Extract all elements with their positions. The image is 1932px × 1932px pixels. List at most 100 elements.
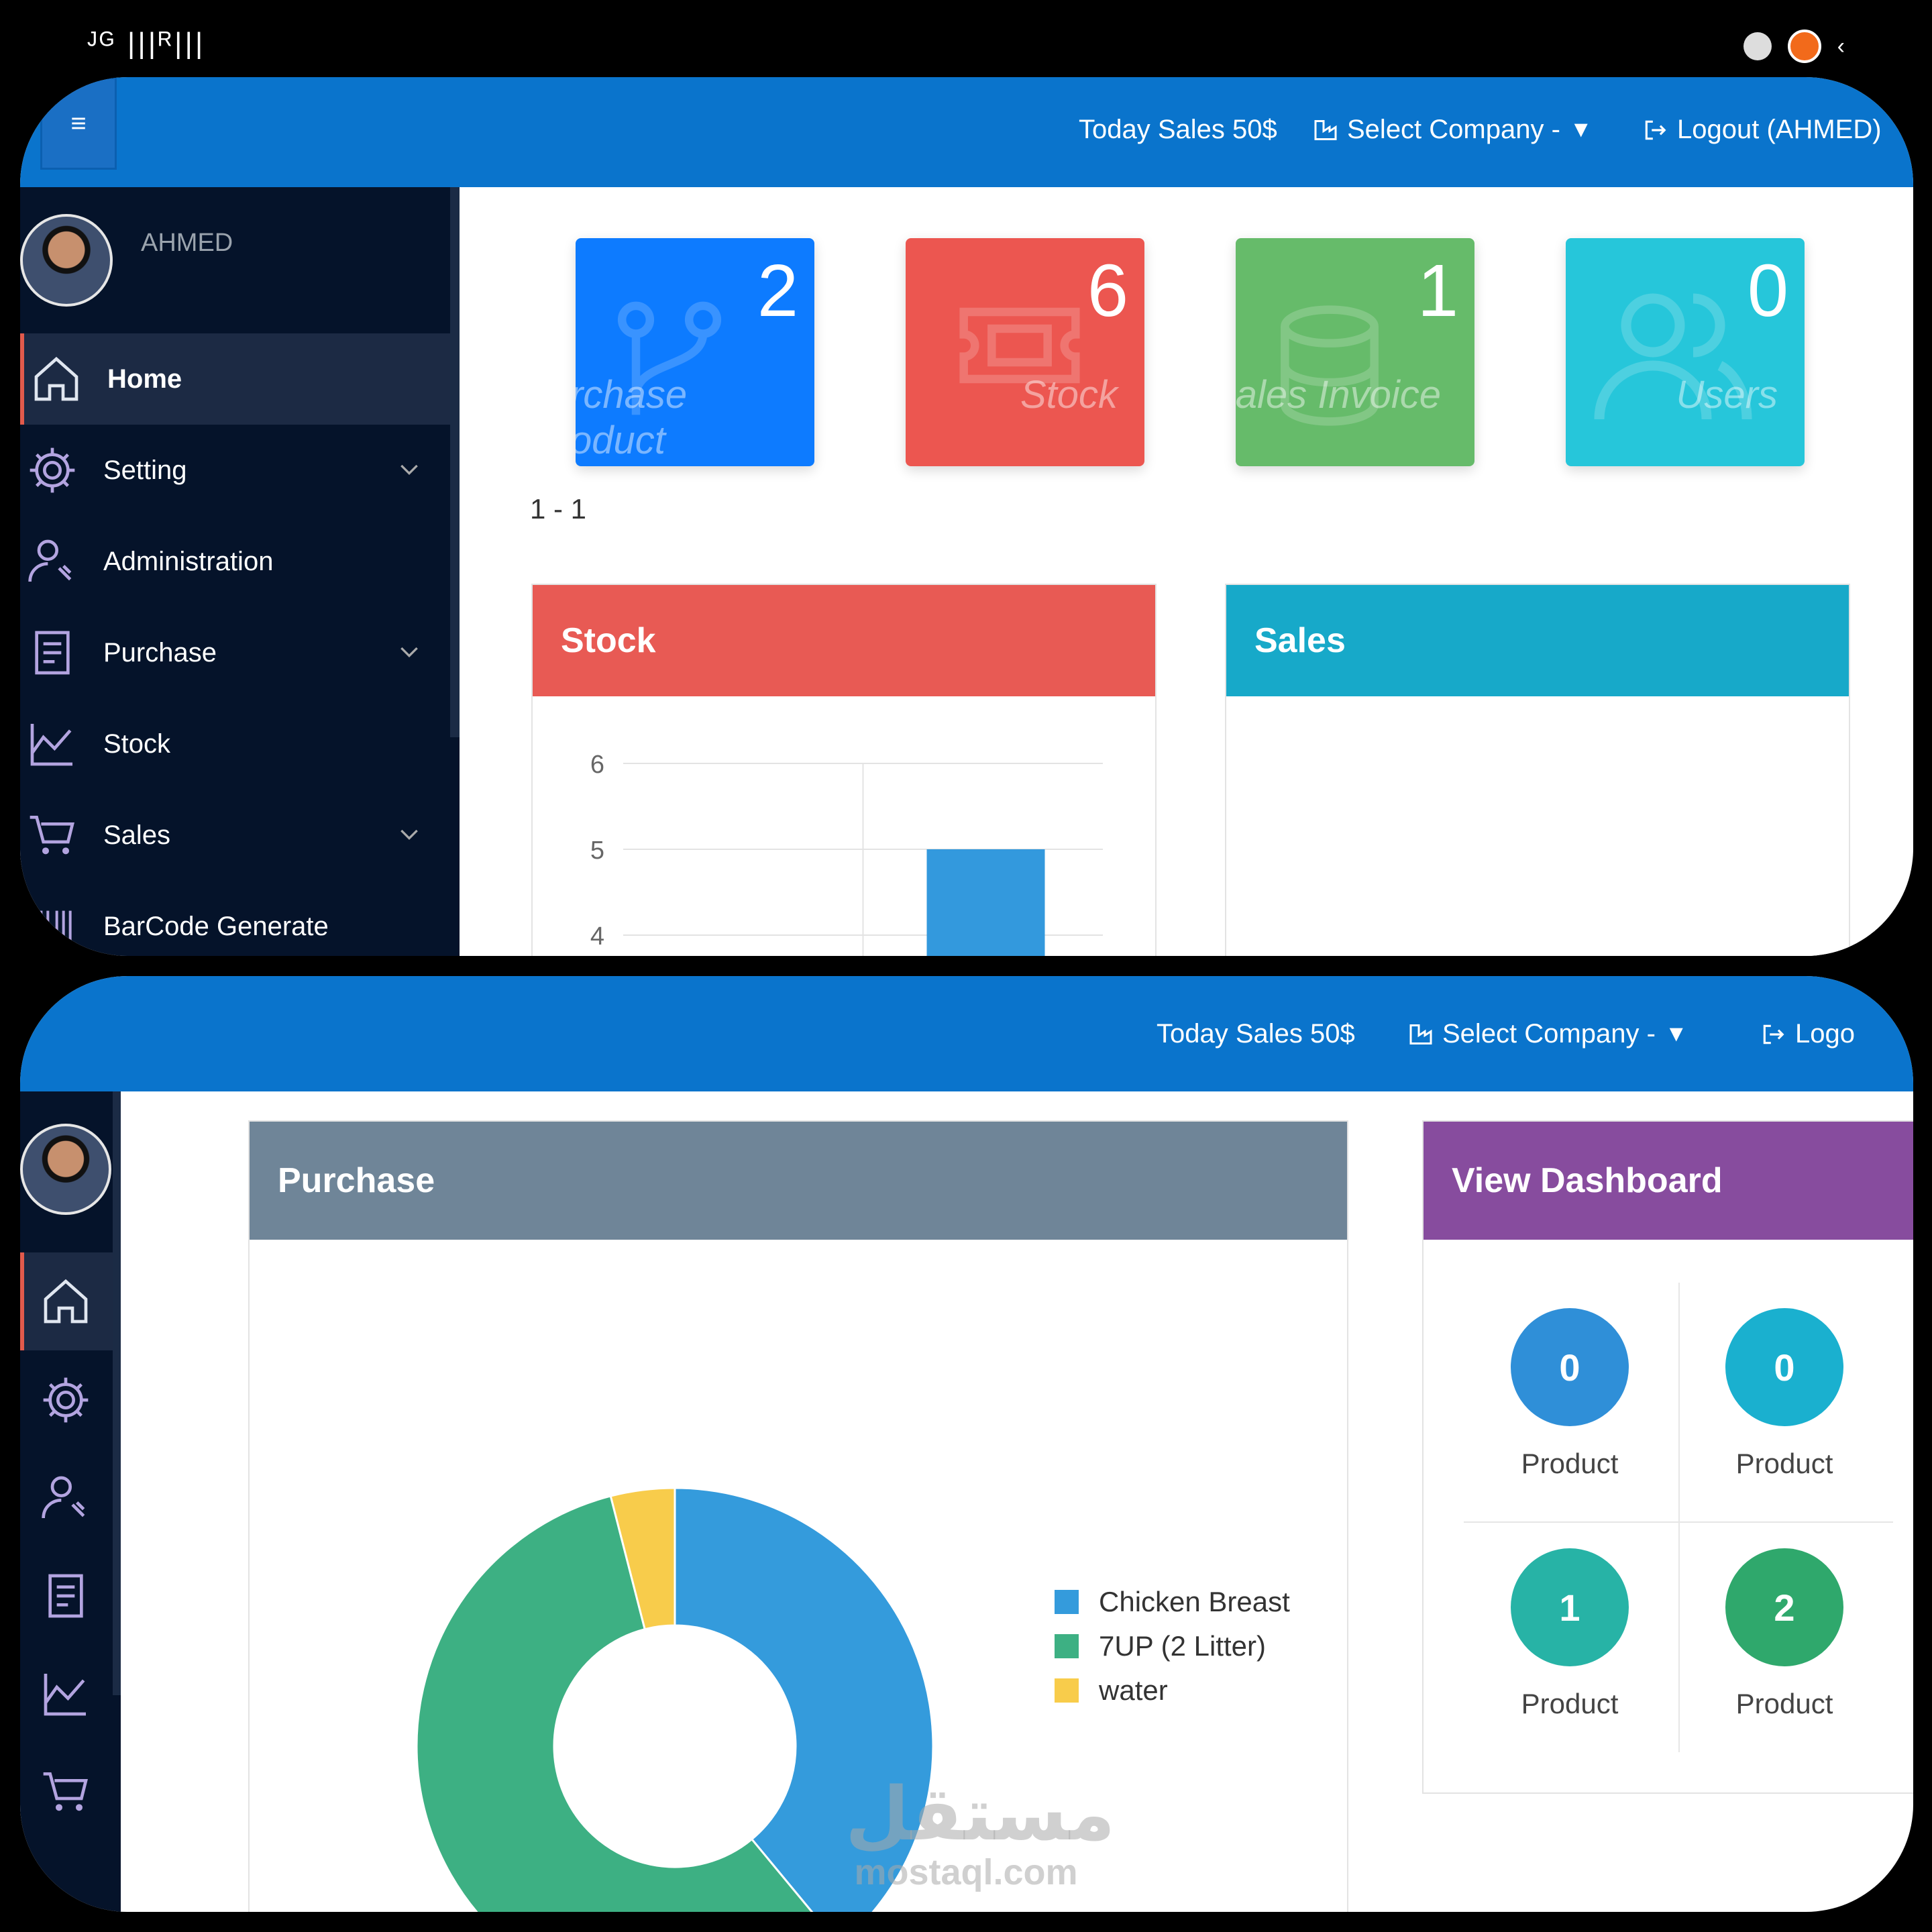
logout-icon [1763,1024,1784,1044]
ticket-icon [959,307,1080,384]
sidebar-item-label: BarCode Generate [103,911,329,941]
sidebar-scrollbar[interactable] [113,1091,121,1695]
view-dashboard-box: View Dashboard 0 Product 0 Product 1 Pro… [1422,1120,1913,1794]
factory-icon [1409,1024,1432,1044]
caret-down-icon: ▼ [1569,117,1593,142]
view-dashboard-header: View Dashboard [1424,1122,1913,1240]
sidebar-item-label: Purchase [103,637,217,667]
product-count-label: Product [1735,1688,1833,1719]
stat-card-value: 6 [1087,250,1128,332]
donut-slice-0[interactable] [674,1487,934,1912]
sidebar-item-sales[interactable]: Sales [20,790,449,881]
cart-icon[interactable] [39,1765,93,1819]
y-tick-label: 4 [590,922,604,951]
logout-label: Logout (AHMED) [1677,115,1882,144]
select-company-dropdown[interactable]: Select Company - ▼ [1409,1019,1688,1049]
dashboard-screenshot-bottom: Today Sales 50$ Select Company - ▼ Logo … [20,976,1913,1912]
chart-line-icon[interactable] [39,1667,93,1721]
hamburger-menu-button[interactable]: ≡ [40,77,117,170]
y-tick-label: 5 [590,837,604,865]
legend-label: 7UP (2 Litter) [1099,1630,1266,1662]
status-right-icons: ‹ [1743,30,1845,63]
user-wrench-icon [28,539,72,582]
stat-card-purchase-product[interactable]: 2 rchase oduct [576,238,814,466]
stock-chart-box: Stock 6 5 4 [531,584,1157,956]
sidebar-scrollbar[interactable] [450,187,460,737]
phone-status-bar: ᴶᴳ |||ᴿ||| ‹ [0,0,1932,74]
purchase-list-icon [35,631,70,675]
sidebar-item-barcode[interactable]: BarCode Generate [20,881,449,956]
product-count-circle[interactable]: 1 [1511,1548,1629,1666]
status-indicators: ᴶᴳ |||ᴿ||| [87,27,206,60]
stat-card-value: 1 [1417,250,1458,332]
purchase-list-icon[interactable] [39,1569,93,1623]
gear-icon [30,447,75,493]
sidebar: AHMED Home Setting Administration Purcha… [20,187,460,956]
select-company-dropdown[interactable]: Select Company - ▼ [1313,115,1593,145]
notification-icon [1743,32,1772,60]
stat-card-label: Users [1676,373,1778,417]
sidebar-item-label: Sales [103,820,171,850]
legend-swatch [1055,1678,1079,1703]
sidebar-collapsed [20,1091,121,1912]
gear-icon[interactable] [39,1373,93,1427]
sidebar-item-setting[interactable]: Setting [20,425,449,516]
dashboard-screenshot-top: ≡ Today Sales 50$ Select Company - ▼ Log… [20,77,1913,956]
menu-icon: ≡ [70,108,87,138]
app-icon [1787,30,1821,63]
sidebar-item-administration[interactable]: Administration [20,516,449,607]
barcode-icon [33,910,72,943]
stat-card-stock[interactable]: 6 Stock [906,238,1144,466]
user-wrench-icon[interactable] [39,1471,93,1525]
product-count-label: Product [1521,1448,1619,1479]
legend-item[interactable]: 7UP (2 Litter) [1055,1630,1266,1662]
home-icon [34,356,78,401]
legend-item[interactable]: Chicken Breast [1055,1586,1290,1618]
stat-card-users[interactable]: 0 Users [1566,238,1805,466]
legend-item[interactable]: water [1055,1674,1168,1707]
select-company-label: Select Company - [1442,1019,1656,1049]
pagination-text: 1 - 1 [530,493,587,525]
sidebar-item-label: Administration [103,546,274,576]
product-count-circle[interactable]: 0 [1511,1308,1629,1426]
today-sales-label: Today Sales 50$ [1157,1019,1355,1049]
sidebar-item-label: Setting [103,455,187,485]
caret-down-icon: ▼ [1664,1021,1688,1046]
sidebar-item-label: Stock [103,729,171,759]
sidebar-item-stock[interactable]: Stock [20,698,449,790]
product-count-circle[interactable]: 2 [1725,1548,1843,1666]
select-company-label: Select Company - [1347,115,1560,144]
users-icon [1594,293,1752,420]
logout-link[interactable]: Logout (AHMED) [1642,115,1882,145]
sidebar-item-purchase[interactable]: Purchase [20,607,449,698]
signal-icon: ‹ [1837,33,1845,59]
watermark-latin: mostaql.com [854,1852,1078,1892]
branch-icon [617,301,722,415]
logout-link[interactable]: Logo [1760,1019,1855,1049]
chevron-down-icon [400,829,418,841]
stat-card-sales-invoice[interactable]: 1 ales Invoice [1236,238,1474,466]
chevron-down-icon [400,647,418,658]
logout-label: Logo [1795,1019,1855,1049]
tile-divider-horizontal [1464,1521,1893,1523]
factory-icon [1314,119,1337,140]
avatar [20,214,113,307]
product-count-label: Product [1521,1688,1619,1719]
y-tick-label: 6 [590,751,604,779]
cart-icon [30,816,74,855]
donut-slice-1[interactable] [415,1495,839,1912]
sidebar-item-label: Home [107,364,182,394]
sidebar-item-home[interactable] [20,1252,115,1350]
stock-bar-chart: 6 5 4 [590,751,1103,956]
tile-divider-vertical [1678,1283,1680,1752]
stock-bar[interactable] [926,849,1045,956]
today-sales-label: Today Sales 50$ [1079,115,1277,144]
product-count-circle[interactable]: 0 [1725,1308,1843,1426]
view-dashboard-title: View Dashboard [1452,1161,1723,1200]
stat-card-label: Stock [1020,373,1118,417]
chart-line-icon [30,724,72,766]
sidebar-item-home[interactable]: Home [20,333,453,425]
purchase-chart-box: Purchase Chicken Breast 7UP (2 Litter) w… [248,1120,1348,1912]
stat-card-label: rchase oduct [576,373,688,462]
donut-slice-2[interactable] [609,1487,676,1631]
